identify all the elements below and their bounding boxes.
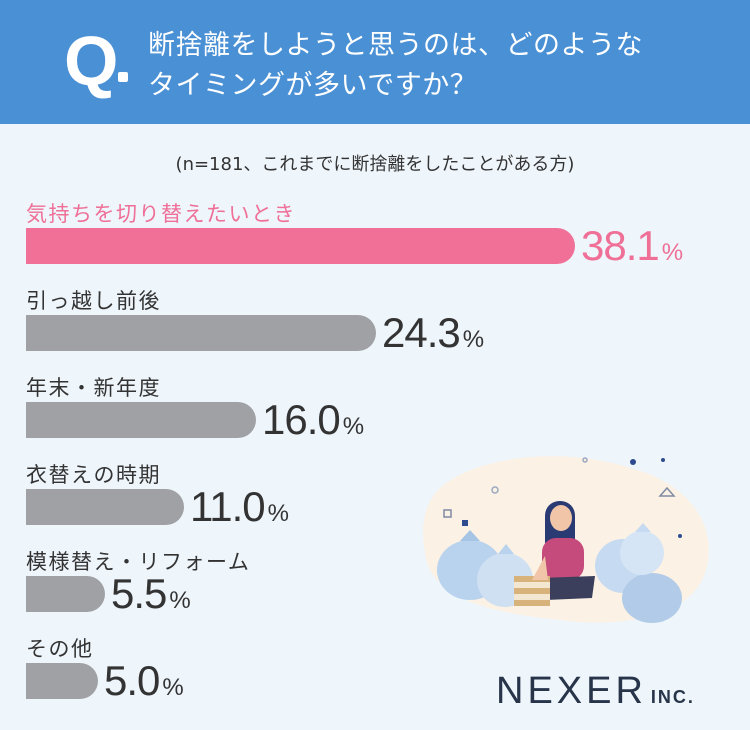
sample-note: (n=181、これまでに断捨離をしたことがある方) [175,154,575,175]
question-line-1: 断捨離をしようと思うのは、どのような [148,30,643,61]
logo-suffix: INC. [650,687,695,707]
value-number: 24.3 [382,309,461,356]
value-label: 5.5% [111,573,191,622]
value-label: 11.0% [190,486,289,535]
category-label: 衣替えの時期 [26,463,161,487]
category-label: その他 [26,637,94,661]
value-number: 5.0 [104,657,160,704]
logo-main: NEXER [496,670,647,712]
category-label: 引っ越し前後 [26,289,161,313]
value-unit: % [162,674,184,701]
decluttering-illustration-icon [423,456,709,623]
category-label: 年末・新年度 [26,376,161,400]
value-label: 5.0% [104,660,184,709]
value-number: 16.0 [262,396,341,443]
value-label: 24.3% [382,312,484,361]
value-unit: % [267,500,289,527]
value-unit: % [462,326,485,353]
value-unit: % [661,239,684,266]
bar [26,489,184,525]
value-number: 5.5 [111,570,167,617]
question-header: Q 断捨離をしようと思うのは、どのような タイミングが多いですか？ [0,0,750,124]
value-unit: % [342,413,365,440]
value-number: 38.1 [581,222,660,269]
q-mark: Q [64,22,119,100]
question-text: 断捨離をしようと思うのは、どのような タイミングが多いですか？ [148,26,643,106]
q-dot-icon [118,72,128,82]
category-label: 気持ちを切り替えたいとき [26,202,296,226]
bar [26,402,256,438]
bar [26,228,575,264]
nexer-logo: NEXER INC. [496,670,695,713]
value-label: 16.0% [262,399,364,448]
value-unit: % [169,587,191,614]
value-label: 38.1% [581,225,683,274]
bar [26,576,105,612]
bar [26,315,376,351]
question-line-2: タイミングが多いですか？ [148,70,478,101]
value-number: 11.0 [190,483,266,530]
bar [26,663,98,699]
category-label: 模様替え・リフォーム [26,550,251,574]
